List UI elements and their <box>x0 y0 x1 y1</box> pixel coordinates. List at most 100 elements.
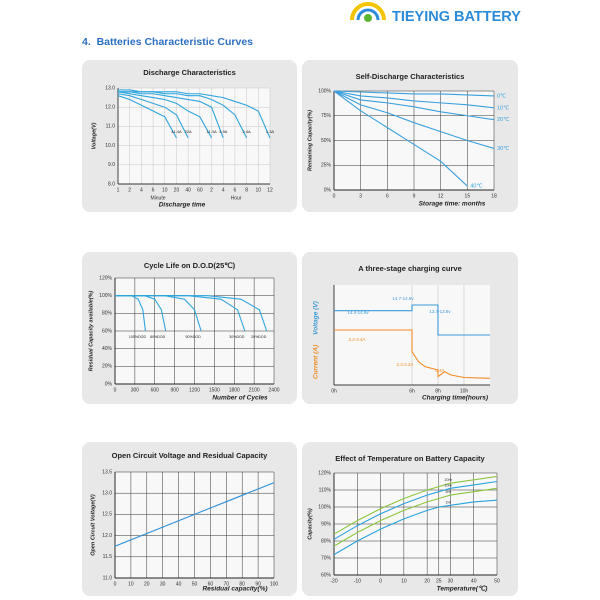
x-axis-label: Charging time(hours) <box>422 395 488 402</box>
y-axis-label: Voltage(V) <box>91 122 97 149</box>
x-tick-label: 100 <box>270 581 279 587</box>
y-tick-label: 10.0 <box>105 143 115 149</box>
x-tick-label: 0 <box>379 578 382 584</box>
x-tick-label: -20 <box>330 578 337 584</box>
x-tick-label: 8 <box>245 187 248 193</box>
series-line <box>118 89 271 139</box>
logo-arc <box>350 2 386 21</box>
series-label: 5Hr <box>446 490 453 494</box>
x-tick-label: 2100 <box>249 387 260 393</box>
series-line <box>333 480 498 540</box>
series-line <box>334 329 491 379</box>
y-tick-label: 60% <box>321 572 332 578</box>
section-title: 4. Batteries Characteristic Curves <box>82 36 253 48</box>
x-tick-label: 20 <box>424 578 430 584</box>
series-line <box>333 90 468 187</box>
annotation: 2.3-2.2A <box>396 362 413 367</box>
x-tick-label: 60 <box>197 187 203 193</box>
x-tick-label: 300 <box>131 387 140 393</box>
y-tick-label: 13.0 <box>102 491 112 497</box>
chart-title: Cycle Life on D.O.D(25℃) <box>144 261 236 270</box>
series-line <box>117 93 189 139</box>
y-axis-label: Capacity(%) <box>307 508 313 540</box>
x-tick-label: 50 <box>494 578 500 584</box>
y-tick-label: 120% <box>99 275 112 281</box>
series-label: 41.4A <box>171 129 182 134</box>
x-group-label: Minute <box>150 195 165 201</box>
x-axis-label: Storage time: months <box>419 201 486 208</box>
series-label: 22A <box>185 129 192 134</box>
annotation: 3.2-3.4A <box>348 337 365 342</box>
x-tick-label: 20 <box>174 187 180 193</box>
plot-area <box>118 88 270 184</box>
y-tick-label: 100% <box>318 88 331 94</box>
series-label: 50%DOD <box>186 335 202 339</box>
x-group-label: Hour <box>231 195 242 201</box>
y-tick-label: 60% <box>102 328 113 334</box>
x-axis-label: Discharge time <box>159 202 206 209</box>
series-label: 1Hr <box>446 500 453 504</box>
series-line <box>333 90 495 109</box>
y-tick-label: 13.0 <box>105 85 115 91</box>
x-tick-label: 25 <box>436 578 442 584</box>
series-line <box>333 90 495 121</box>
series-line <box>334 304 490 336</box>
x-tick-label: 50 <box>192 581 198 587</box>
chart-title: Open Circuit Voltage and Residual Capaci… <box>112 451 269 460</box>
series-line <box>333 475 498 535</box>
x-tick-label: 60 <box>208 581 214 587</box>
y-tick-label: 70% <box>321 555 332 561</box>
series-label: 10℃ <box>497 105 510 111</box>
x-tick-label: 600 <box>151 387 160 393</box>
x-tick-label: 0 <box>114 581 117 587</box>
y-tick-label: 13.5 <box>102 469 112 475</box>
series-line <box>118 91 224 139</box>
x-tick-label: 10 <box>401 578 407 584</box>
series-label: 20%DOD <box>251 335 267 339</box>
x-tick-label: 70 <box>224 581 230 587</box>
x-tick-label: 10h <box>460 388 469 394</box>
y-tick-label: 50% <box>321 138 332 144</box>
y-tick-label: 9.0 <box>108 162 115 168</box>
y-tick-label: 11.5 <box>103 554 113 560</box>
x-tick-label: 1500 <box>209 387 220 393</box>
y-tick-label: 80% <box>321 538 332 544</box>
series-label: 10Hr <box>445 483 454 487</box>
chart-title: Effect of Temperature on Battery Capacit… <box>335 454 485 463</box>
y-tick-label: 100% <box>99 293 112 299</box>
x-tick-label: 2 <box>128 187 131 193</box>
x-tick-label: 4 <box>222 187 225 193</box>
series-line <box>115 295 268 332</box>
y-tick-label: 0% <box>324 187 332 193</box>
chart-title: Discharge Characteristics <box>143 68 236 77</box>
x-tick-label: 40 <box>185 187 191 193</box>
x-tick-label: 10 <box>128 581 134 587</box>
x-tick-label: 6 <box>234 187 237 193</box>
y-tick-label: 100% <box>318 504 331 510</box>
x-tick-label: 90 <box>255 581 261 587</box>
x-tick-label: 1 <box>117 187 120 193</box>
series-label: 20℃ <box>497 117 510 123</box>
x-tick-label: 4 <box>140 187 143 193</box>
logo-arc <box>356 8 380 21</box>
x-tick-label: 40 <box>176 581 182 587</box>
y-tick-label: 8.0 <box>108 181 115 187</box>
series-label: 30℃ <box>497 146 510 152</box>
series-label: 30%DOD <box>229 335 245 339</box>
y-tick-label: 0% <box>105 381 113 387</box>
y-tick-label: 12.0 <box>105 105 115 111</box>
x-tick-label: 900 <box>170 387 179 393</box>
x-tick-label: 80 <box>239 581 245 587</box>
x-tick-label: 20 <box>144 581 150 587</box>
series-label: 2.4A <box>242 129 251 134</box>
series-line <box>117 91 213 139</box>
series-label: 40℃ <box>470 183 483 189</box>
y-tick-label: 90% <box>321 521 332 527</box>
y-tick-label: 80% <box>102 311 113 317</box>
x-axis-label: Temperature(℃) <box>437 586 488 593</box>
x-tick-label: 6 <box>152 187 155 193</box>
y-tick-label: 120% <box>318 470 331 476</box>
x-tick-label: 9 <box>413 193 416 199</box>
y-axis-label: Open Circuit Voltage(V) <box>90 494 96 556</box>
y-tick-label: 11.0 <box>103 575 113 581</box>
